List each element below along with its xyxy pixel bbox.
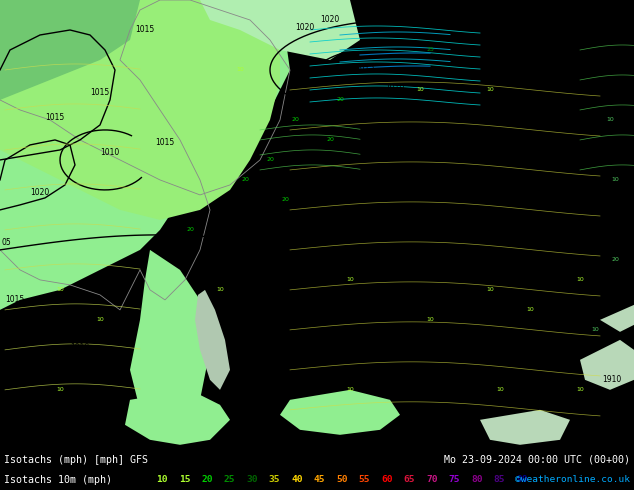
Text: 1015: 1015 (136, 25, 155, 34)
Text: 1010: 1010 (385, 83, 404, 92)
Text: 10: 10 (216, 287, 224, 293)
Text: 10: 10 (576, 387, 584, 392)
Text: 1020: 1020 (30, 188, 49, 197)
Text: 65: 65 (404, 475, 415, 485)
Polygon shape (0, 0, 290, 310)
Text: 1910: 1910 (602, 375, 621, 384)
Text: 1015: 1015 (91, 88, 110, 97)
Text: 30: 30 (246, 475, 258, 485)
Text: 10: 10 (426, 318, 434, 322)
Text: 80: 80 (471, 475, 482, 485)
Text: 1020: 1020 (320, 16, 340, 24)
Text: 05: 05 (2, 238, 12, 247)
Text: 1020: 1020 (295, 23, 314, 32)
Text: 10: 10 (496, 387, 504, 392)
Text: 1020: 1020 (535, 5, 555, 15)
Text: ©weatheronline.co.uk: ©weatheronline.co.uk (515, 475, 630, 485)
Text: 20: 20 (611, 257, 619, 263)
Text: 1015: 1015 (580, 178, 600, 187)
Text: 1015: 1015 (46, 113, 65, 122)
Text: 10: 10 (591, 327, 599, 332)
Text: 1015: 1015 (5, 295, 25, 304)
Text: 10: 10 (486, 87, 494, 93)
Text: 85: 85 (494, 475, 505, 485)
Text: 1020: 1020 (580, 193, 600, 202)
Text: 10: 10 (56, 287, 64, 293)
Text: 90: 90 (516, 475, 527, 485)
Polygon shape (580, 340, 634, 390)
Text: 20: 20 (201, 475, 213, 485)
Text: 50: 50 (336, 475, 348, 485)
Polygon shape (0, 0, 140, 100)
Text: 10: 10 (526, 307, 534, 313)
Polygon shape (280, 390, 400, 435)
Text: 25: 25 (426, 48, 434, 52)
Text: 10: 10 (346, 277, 354, 282)
Text: 1020: 1020 (470, 23, 489, 32)
Text: 1015: 1015 (356, 351, 375, 360)
Text: 1010: 1010 (70, 343, 89, 352)
Polygon shape (0, 0, 280, 220)
Text: 1010: 1010 (55, 368, 75, 377)
Text: 10: 10 (611, 177, 619, 182)
Text: 20: 20 (291, 118, 299, 122)
Text: 10: 10 (346, 387, 354, 392)
Text: 1010: 1010 (100, 148, 120, 157)
Text: 10: 10 (486, 287, 494, 293)
Text: 20: 20 (336, 98, 344, 102)
Text: 45: 45 (314, 475, 325, 485)
Text: 20: 20 (241, 177, 249, 182)
Polygon shape (195, 290, 230, 390)
Text: 70: 70 (426, 475, 437, 485)
Text: 55: 55 (359, 475, 370, 485)
Text: 1015: 1015 (301, 188, 320, 197)
Text: 10: 10 (236, 68, 244, 73)
Text: 60: 60 (381, 475, 392, 485)
Text: Mo 23-09-2024 00:00 UTC (00+00): Mo 23-09-2024 00:00 UTC (00+00) (444, 455, 630, 465)
Text: 1015: 1015 (470, 173, 489, 182)
Text: 10: 10 (96, 318, 104, 322)
Text: 20: 20 (281, 197, 289, 202)
Polygon shape (125, 390, 230, 445)
Text: Isotachs (mph) [mph] GFS: Isotachs (mph) [mph] GFS (4, 455, 148, 465)
Text: 20: 20 (326, 137, 334, 143)
Text: 10: 10 (416, 87, 424, 93)
Text: 1015: 1015 (155, 138, 174, 147)
Text: 35: 35 (269, 475, 280, 485)
Text: 20: 20 (266, 157, 274, 163)
Polygon shape (480, 410, 570, 445)
Text: 10: 10 (156, 475, 168, 485)
Text: 10: 10 (56, 387, 64, 392)
Polygon shape (200, 0, 360, 60)
Text: 1015: 1015 (356, 63, 375, 72)
Polygon shape (130, 250, 210, 430)
Polygon shape (600, 305, 634, 332)
Text: 10: 10 (576, 277, 584, 282)
Text: 20: 20 (186, 227, 194, 232)
Text: 75: 75 (449, 475, 460, 485)
Text: 40: 40 (291, 475, 303, 485)
Text: Isotachs 10m (mph): Isotachs 10m (mph) (4, 475, 112, 485)
Text: 10: 10 (606, 118, 614, 122)
Text: 25: 25 (224, 475, 235, 485)
Text: 1020: 1020 (445, 16, 465, 24)
Text: 15: 15 (179, 475, 190, 485)
